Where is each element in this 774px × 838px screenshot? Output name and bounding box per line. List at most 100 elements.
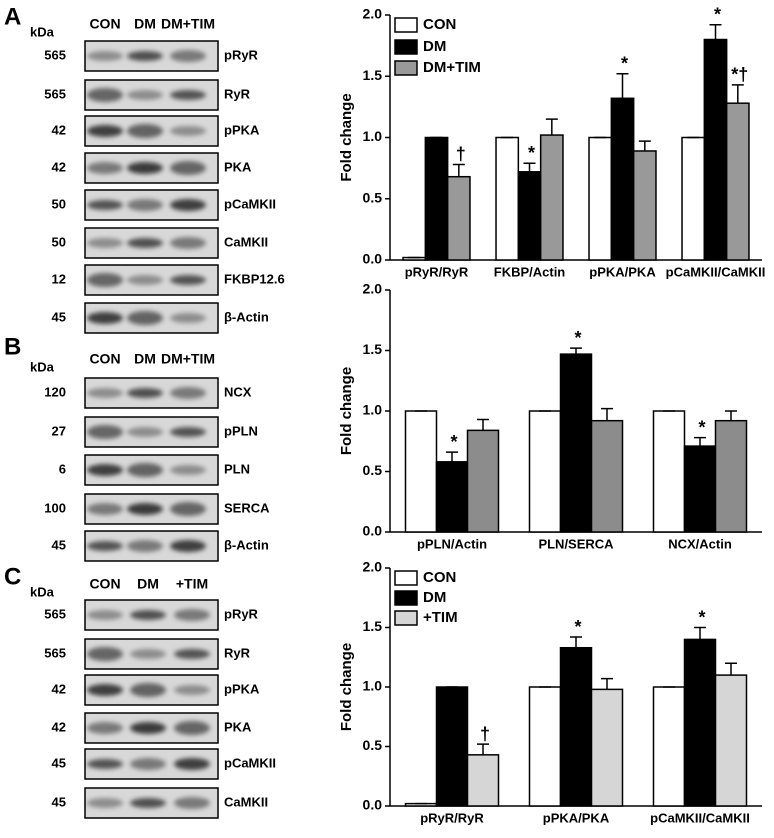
error-bar — [731, 84, 744, 104]
legend-swatch — [394, 590, 418, 606]
error-bar — [570, 636, 582, 648]
blot-label: pCaMKII — [224, 755, 276, 770]
kda-value: 45 — [52, 755, 66, 770]
lane-label: DM — [134, 351, 156, 367]
error-bar — [477, 743, 489, 755]
y-tick-label: 0.5 — [363, 462, 383, 478]
bar — [435, 686, 469, 807]
x-tick-label: pPKA/PKA — [589, 264, 656, 279]
error-bar — [452, 163, 465, 177]
y-tick-label: 2.0 — [363, 281, 383, 297]
blot-band — [127, 275, 163, 285]
kda-value: 120 — [44, 384, 66, 399]
lane-label: DM+TIM — [161, 16, 215, 32]
error-bar — [638, 140, 651, 151]
significance-marker: * — [528, 143, 535, 163]
blot-band — [130, 649, 166, 659]
blot-band — [127, 238, 163, 248]
bar — [681, 136, 706, 261]
bar — [683, 638, 717, 807]
x-tick-label: pRyR/RyR — [420, 810, 484, 825]
blot-label: PKA — [224, 719, 252, 734]
legend-label: CON — [423, 569, 456, 586]
blot-bands — [87, 609, 210, 621]
blot-band — [87, 388, 123, 398]
blot-bands — [87, 88, 206, 102]
kda-label: kDa — [30, 24, 55, 39]
y-tick-label: 2.0 — [363, 6, 383, 22]
blot-band — [174, 758, 210, 770]
blot-band — [174, 721, 210, 735]
kda-value: 45 — [52, 794, 66, 809]
blot-band — [87, 200, 123, 210]
legend-swatch — [394, 60, 418, 76]
y-axis-label: Fold change — [338, 367, 355, 455]
blot-bands — [87, 311, 206, 325]
blot-band — [87, 798, 123, 808]
blot-label: RyR — [224, 86, 251, 101]
blot-band — [87, 425, 123, 439]
bar — [632, 150, 657, 261]
blot-band — [130, 722, 166, 734]
error-bar — [709, 24, 722, 40]
kda-value: 100 — [44, 500, 66, 515]
x-tick-label: pRyR/RyR — [405, 264, 469, 279]
blot-band — [87, 88, 123, 102]
kda-value: 565 — [44, 47, 66, 62]
significance-marker: * — [574, 328, 581, 348]
bar — [714, 419, 748, 533]
blot-label: FKBP12.6 — [224, 271, 285, 286]
bar — [610, 97, 635, 261]
blot-bands — [87, 463, 206, 477]
blot-label: CaMKII — [224, 794, 268, 809]
bar — [652, 686, 686, 807]
x-tick-label: NCX/Actin — [668, 536, 732, 551]
bar — [714, 674, 748, 807]
blot-band — [87, 238, 123, 248]
x-tick-label: FKBP/Actin — [494, 264, 566, 279]
legend-swatch — [394, 570, 418, 586]
legend-label: CON — [423, 16, 456, 33]
y-tick-label: 0.0 — [363, 797, 383, 813]
blot-band — [130, 758, 166, 770]
lane-label: DM — [137, 576, 159, 592]
bar — [725, 102, 750, 261]
blot-bands — [87, 199, 206, 211]
bar — [528, 686, 562, 807]
lane-label: CON — [89, 351, 120, 367]
blot-band — [170, 126, 206, 136]
blot-band — [127, 463, 163, 477]
kda-value: 45 — [52, 537, 66, 552]
error-bar — [725, 662, 737, 676]
blot-band — [127, 388, 163, 398]
blot-label: β-Actin — [224, 309, 269, 324]
y-axis-label: Fold change — [338, 93, 355, 181]
blot-bands — [87, 237, 206, 249]
bar — [517, 171, 542, 261]
blot-band — [127, 540, 163, 552]
error-bar — [570, 347, 582, 355]
bar — [590, 688, 624, 807]
error-bar — [601, 407, 613, 421]
blot-band — [174, 609, 210, 621]
blot-label: pPKA — [224, 122, 260, 137]
lane-label: CON — [89, 576, 120, 592]
blot-bands — [87, 50, 206, 62]
blot-band — [127, 427, 163, 437]
kda-value: 50 — [52, 196, 66, 211]
bar — [528, 410, 562, 533]
lane-label: DM+TIM — [161, 351, 215, 367]
kda-value: 42 — [52, 719, 66, 734]
blot-bands — [87, 124, 206, 138]
lane-label: DM — [134, 16, 156, 32]
error-bar — [725, 410, 737, 421]
lane-label: +TIM — [176, 576, 208, 592]
blot-label: β-Actin — [224, 537, 269, 552]
blot-label: pPKA — [224, 681, 260, 696]
blot-bands — [87, 721, 210, 735]
error-bar — [616, 73, 629, 99]
blot-band — [170, 427, 206, 437]
y-tick-label: 1.5 — [363, 618, 383, 634]
kda-label: kDa — [30, 359, 55, 374]
bar — [466, 754, 500, 807]
